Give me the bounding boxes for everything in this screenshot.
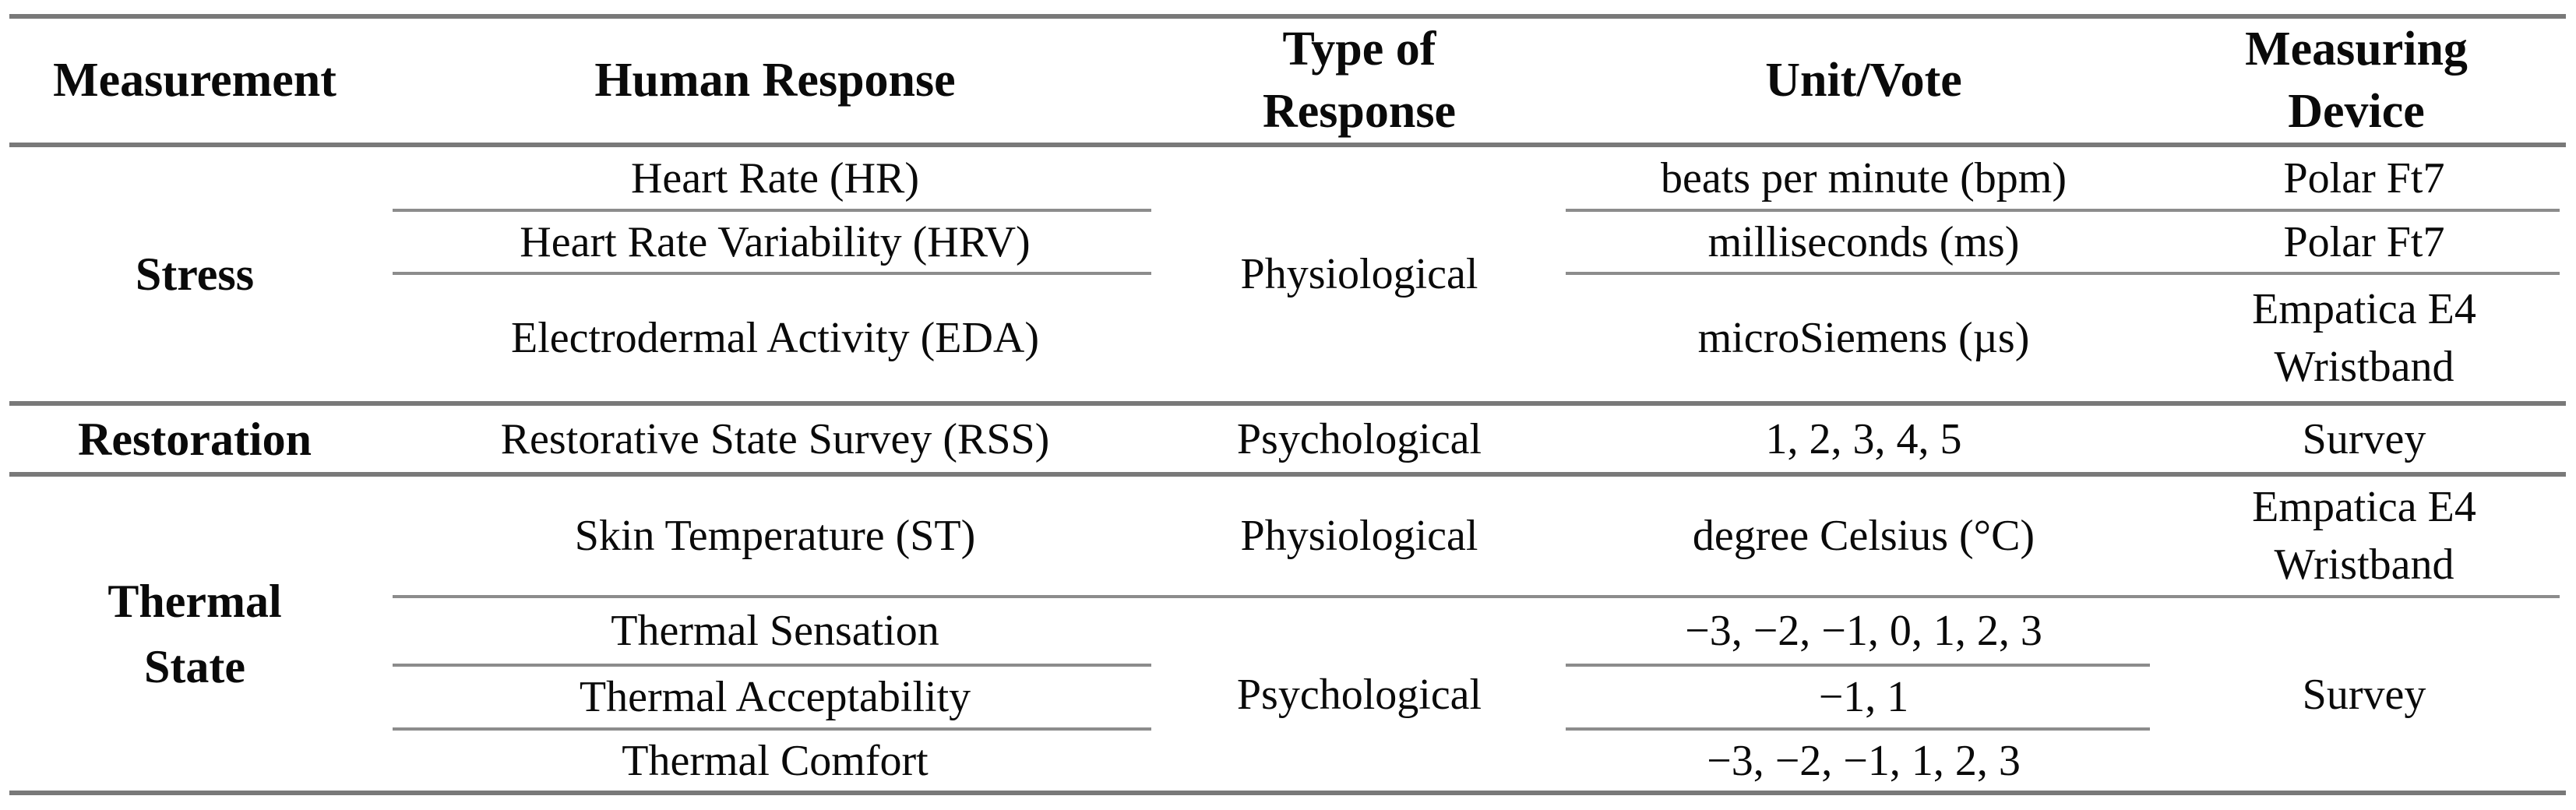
cell-device-survey-thermal: Survey (2302, 670, 2426, 719)
cell-response-rss: Restorative State Survey (RSS) (500, 414, 1050, 463)
rule-acceptability-comfort-unit (1566, 727, 2150, 731)
cell-type-psychological-thermal: Psychological (1236, 670, 1482, 719)
cell-unit-microsiemens: microSiemens (µs) (1697, 314, 2030, 362)
rule-sensation-acceptability-response (393, 664, 1151, 667)
col-header-measuring-device: Measuring Device (2245, 23, 2468, 138)
cell-device-survey-restoration: Survey (2302, 414, 2426, 463)
cell-response-skin-temperature: Skin Temperature (ST) (574, 512, 976, 560)
cell-type-physiological-thermal: Physiological (1240, 512, 1478, 560)
cell-vote-sensation-scale: −3, −2, −1, 0, 1, 2, 3 (1685, 607, 2042, 655)
cell-unit-milliseconds: milliseconds (ms) (1707, 217, 2020, 266)
cell-device-polar-ft7-hrv: Polar Ft7 (2283, 217, 2445, 266)
cell-response-heart-rate: Heart Rate (HR) (630, 153, 920, 202)
cell-vote-rss-scale: 1, 2, 3, 4, 5 (1765, 414, 1962, 463)
cell-response-eda: Electrodermal Activity (EDA) (511, 314, 1039, 362)
cell-unit-bpm: beats per minute (bpm) (1661, 153, 2067, 202)
rule-stress-bottom (9, 401, 2566, 406)
cell-measurement-restoration: Restoration (78, 413, 312, 465)
cell-device-polar-ft7-hr: Polar Ft7 (2283, 153, 2445, 202)
rule-hr-hrv-response (393, 209, 1151, 212)
cell-response-hrv: Heart Rate Variability (HRV) (520, 217, 1031, 266)
cell-measurement-stress: Stress (135, 248, 255, 300)
rule-table-top (9, 14, 2566, 19)
rule-restoration-bottom (9, 472, 2566, 477)
cell-type-physiological-stress: Physiological (1240, 250, 1478, 298)
cell-response-thermal-acceptability: Thermal Acceptability (579, 673, 971, 721)
rule-header-bottom (9, 143, 2566, 147)
col-header-human-response: Human Response (594, 54, 956, 107)
rule-hr-hrv-unit-device (1566, 209, 2560, 212)
rule-hrv-eda-response (393, 272, 1151, 275)
rule-table-bottom (9, 791, 2566, 795)
cell-vote-acceptability-scale: −1, 1 (1818, 673, 1909, 721)
cell-device-empatica-st: Empatica E4 Wristband (2252, 483, 2476, 589)
rule-acceptability-comfort-response (393, 727, 1151, 731)
rule-hrv-eda-unit-device (1566, 272, 2560, 275)
cell-measurement-thermal-state: Thermal State (107, 575, 282, 692)
cell-type-psychological-restoration: Psychological (1236, 414, 1482, 463)
cell-device-empatica-eda: Empatica E4 Wristband (2252, 285, 2476, 391)
col-header-unit-vote: Unit/Vote (1765, 54, 1962, 107)
cell-response-thermal-comfort: Thermal Comfort (622, 736, 929, 785)
col-header-measurement: Measurement (53, 54, 337, 107)
rule-st-sensation (393, 595, 2560, 598)
cell-unit-degree-celsius: degree Celsius (°C) (1692, 512, 2035, 560)
cell-response-thermal-sensation: Thermal Sensation (611, 607, 939, 655)
col-header-type-of-response: Type of Response (1262, 23, 1457, 138)
rule-sensation-acceptability-unit (1566, 664, 2150, 667)
cell-vote-comfort-scale: −3, −2, −1, 1, 2, 3 (1707, 736, 2021, 785)
